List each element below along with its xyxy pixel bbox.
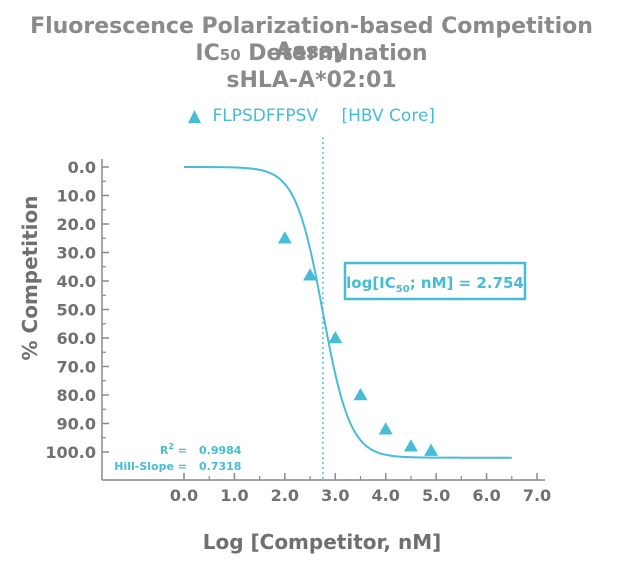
legend-triangle-icon: ▲ [187,106,202,126]
r2-sup: 2 [168,442,174,451]
title-ic: IC [195,41,220,66]
ic50-suffix: ; nM] = 2.754 [410,274,524,292]
data-point-triangle [403,439,418,452]
axes: 0.010.020.030.040.050.060.070.080.090.01… [45,158,551,505]
x-tick-label: 0.0 [170,486,198,505]
y-axis-label: % Competition [18,196,42,361]
r2-label: R2 = [160,442,187,457]
data-point-triangle [353,388,368,401]
chart-title-line2: IC50 Determination [0,41,623,66]
x-tick-label: 2.0 [271,486,299,505]
y-tick-label: 40.0 [57,272,96,291]
r2-r: R [160,444,169,457]
chart-title-line1: Fluorescence Polarization-based Competit… [30,14,593,64]
hill-slope-label: Hill-Slope = [114,460,187,473]
ic50-sub: 50 [396,284,410,295]
x-tick-label: 3.0 [321,486,349,505]
data-point-triangle [277,231,292,244]
x-tick-label: 4.0 [372,486,400,505]
title-determination: Determination [240,41,428,66]
x-tick-label: 5.0 [422,486,450,505]
fit-curve [184,166,512,459]
ic50-box-frame [343,261,527,301]
y-tick-label: 60.0 [57,329,96,348]
y-tick-label: 50.0 [57,301,96,320]
x-tick-label: 1.0 [220,486,248,505]
y-tick-label: 90.0 [57,415,96,434]
data-point-triangle [328,331,343,344]
y-tick-label: 20.0 [57,215,96,234]
ic50-prefix: log[IC [346,274,396,292]
hill-slope-value: 0.7318 [199,460,241,473]
fit-curve-layer [184,137,512,480]
legend-label: FLPSDFFPSV [212,106,319,126]
legend-label-extra: [HBV Core] [341,106,436,126]
r2-eq: = [174,444,187,457]
fit-stats: R2 = 0.9984 Hill-Slope = 0.7318 [114,442,242,473]
chart-legend: ▲ FLPSDFFPSV [HBV Core] [0,106,623,126]
y-tick-label: 100.0 [45,443,96,462]
data-points [277,231,439,456]
data-point-triangle [378,422,393,435]
x-tick-label: 6.0 [472,486,500,505]
y-tick-label: 80.0 [57,386,96,405]
y-tick-label: 70.0 [57,358,96,377]
chart-title-line3: sHLA-A*02:01 [226,68,397,93]
r2-value: 0.9984 [199,444,242,457]
data-point-triangle [303,268,318,281]
ic50-box-text: log[IC50; nM] = 2.754 [346,274,524,295]
y-tick-label: 10.0 [57,187,96,206]
x-tick-label: 7.0 [523,486,551,505]
ic50-box: log[IC50; nM] = 2.754 [343,261,527,301]
data-point-triangle [424,443,439,456]
y-tick-label: 30.0 [57,244,96,263]
x-axis-label: Log [Competitor, nM] [203,530,442,554]
y-tick-label: 0.0 [68,158,96,177]
title-ic-sub: 50 [219,46,241,64]
